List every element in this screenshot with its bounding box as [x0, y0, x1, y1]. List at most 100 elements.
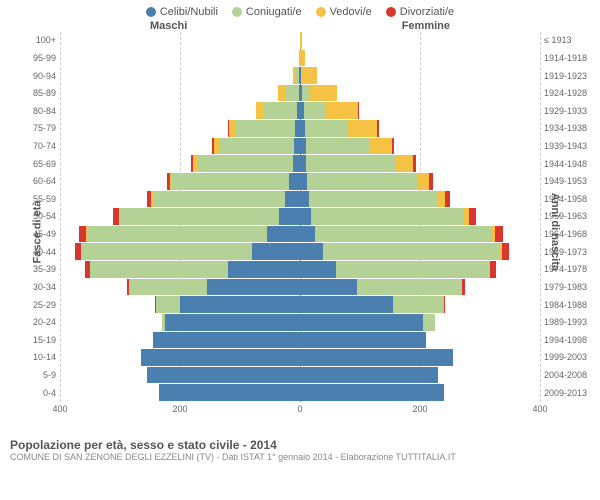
legend-label: Coniugati/e	[246, 6, 302, 18]
male-half	[60, 332, 300, 349]
male-half	[60, 296, 300, 313]
x-axis: 4002000200400	[60, 404, 540, 418]
bar-segment	[445, 191, 450, 208]
male-half	[60, 138, 300, 155]
male-half	[60, 32, 300, 49]
male-half	[60, 314, 300, 331]
plot-area: 100+≤ 191395-991914-191890-941919-192385…	[60, 32, 540, 402]
pyramid-row: 0-42009-2013	[60, 384, 540, 401]
legend-swatch	[146, 7, 156, 17]
bar-segment	[300, 314, 423, 331]
age-label: 35-39	[20, 264, 56, 274]
female-half	[300, 50, 540, 67]
bar-segment	[300, 367, 438, 384]
bar-segment	[358, 102, 359, 119]
male-half	[60, 384, 300, 401]
pyramid-row: 40-441969-1973	[60, 243, 540, 260]
bar-segment	[444, 296, 445, 313]
legend-swatch	[316, 7, 326, 17]
bar-segment	[236, 120, 295, 137]
birth-year-label: 1929-1933	[544, 106, 594, 116]
bar-segment	[79, 226, 86, 243]
bar-segment	[228, 261, 300, 278]
bar-segment	[300, 32, 302, 49]
bar-segment	[197, 155, 293, 172]
male-half	[60, 367, 300, 384]
bar-segment	[347, 120, 377, 137]
male-half	[60, 85, 300, 102]
bar-segment	[306, 138, 369, 155]
bar-segment	[165, 314, 300, 331]
male-half	[60, 155, 300, 172]
bar-segment	[300, 50, 305, 67]
female-half	[300, 261, 540, 278]
bar-segment	[300, 173, 307, 190]
pyramid-row: 85-891924-1928	[60, 85, 540, 102]
male-half	[60, 349, 300, 366]
pyramid-row: 80-841929-1933	[60, 102, 540, 119]
birth-year-label: 1999-2003	[544, 352, 594, 362]
bar-segment	[229, 120, 236, 137]
female-half	[300, 349, 540, 366]
bar-segment	[495, 226, 503, 243]
female-half	[300, 226, 540, 243]
age-label: 40-44	[20, 247, 56, 257]
age-label: 5-9	[20, 370, 56, 380]
pyramid-row: 10-141999-2003	[60, 349, 540, 366]
chart-footer: Popolazione per età, sesso e stato civil…	[0, 432, 600, 462]
male-half	[60, 173, 300, 190]
birth-year-label: 2004-2008	[544, 370, 594, 380]
age-label: 20-24	[20, 317, 56, 327]
bar-segment	[469, 208, 476, 225]
gender-headers: Maschi Femmine	[0, 20, 600, 32]
legend-item: Coniugati/e	[232, 6, 302, 18]
bar-segment	[153, 191, 285, 208]
x-tick-label: 0	[297, 404, 302, 414]
pyramid-row: 50-541959-1963	[60, 208, 540, 225]
bar-segment	[309, 191, 438, 208]
age-label: 60-64	[20, 176, 56, 186]
bar-segment	[300, 332, 426, 349]
age-label: 0-4	[20, 388, 56, 398]
birth-year-label: 1954-1958	[544, 194, 594, 204]
male-half	[60, 208, 300, 225]
age-label: 30-34	[20, 282, 56, 292]
bar-segment	[159, 384, 300, 401]
age-label: 80-84	[20, 106, 56, 116]
bar-segment	[264, 102, 297, 119]
bar-segment	[369, 138, 392, 155]
age-label: 75-79	[20, 123, 56, 133]
pyramid-row: 70-741939-1943	[60, 138, 540, 155]
birth-year-label: 1934-1938	[544, 123, 594, 133]
x-tick-label: 400	[52, 404, 67, 414]
legend-label: Celibi/Nubili	[160, 6, 218, 18]
birth-year-label: 1969-1973	[544, 247, 594, 257]
pyramid-row: 15-191994-1998	[60, 332, 540, 349]
birth-year-label: 1949-1953	[544, 176, 594, 186]
female-half	[300, 85, 540, 102]
pyramid-row: 5-92004-2008	[60, 367, 540, 384]
legend-swatch	[232, 7, 242, 17]
legend: Celibi/NubiliConiugati/eVedovi/eDivorzia…	[0, 0, 600, 20]
pyramid-row: 95-991914-1918	[60, 50, 540, 67]
pyramid-row: 35-391974-1978	[60, 261, 540, 278]
bar-segment	[302, 85, 309, 102]
bar-segment	[305, 120, 347, 137]
bar-segment	[300, 349, 453, 366]
age-label: 100+	[20, 35, 56, 45]
female-half	[300, 243, 540, 260]
age-label: 70-74	[20, 141, 56, 151]
birth-year-label: 1924-1928	[544, 88, 594, 98]
bar-segment	[300, 384, 444, 401]
bar-segment	[306, 155, 396, 172]
bar-segment	[502, 243, 509, 260]
female-half	[300, 32, 540, 49]
bar-segment	[300, 279, 357, 296]
female-half	[300, 367, 540, 384]
pyramid-row: 55-591954-1958	[60, 191, 540, 208]
bar-segment	[90, 261, 228, 278]
birth-year-label: 1939-1943	[544, 141, 594, 151]
age-label: 95-99	[20, 53, 56, 63]
female-half	[300, 208, 540, 225]
male-half	[60, 102, 300, 119]
